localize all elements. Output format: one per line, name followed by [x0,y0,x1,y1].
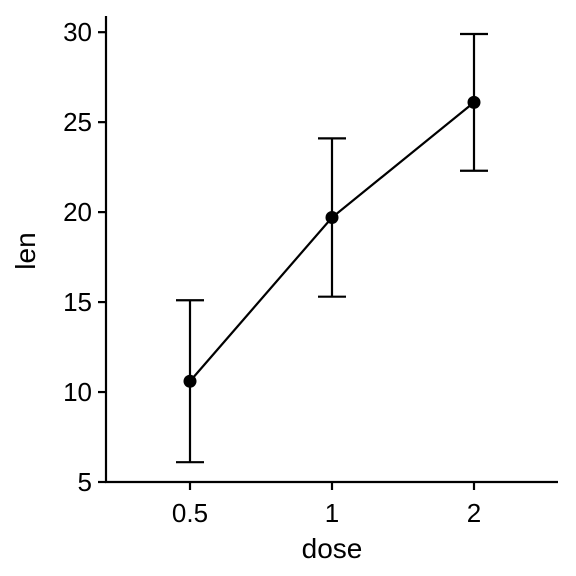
y-tick-label: 25 [63,107,92,137]
y-axis-title: len [10,232,41,269]
data-point [325,211,339,225]
axes: 5 10 15 20 25 30 0.5 1 2 [63,16,558,528]
y-tick-label: 20 [63,197,92,227]
x-tick-label: 2 [467,498,481,528]
x-tick-label: 0.5 [172,498,208,528]
data-points [183,95,481,388]
y-tick-label: 15 [63,287,92,317]
y-tick-label: 5 [78,467,92,497]
x-tick-label: 1 [325,498,339,528]
y-tick-label: 30 [63,17,92,47]
data-point [467,95,481,109]
error-bars [176,32,488,464]
data-point [183,374,197,388]
y-tick-label: 10 [63,377,92,407]
x-axis-title: dose [302,533,363,564]
